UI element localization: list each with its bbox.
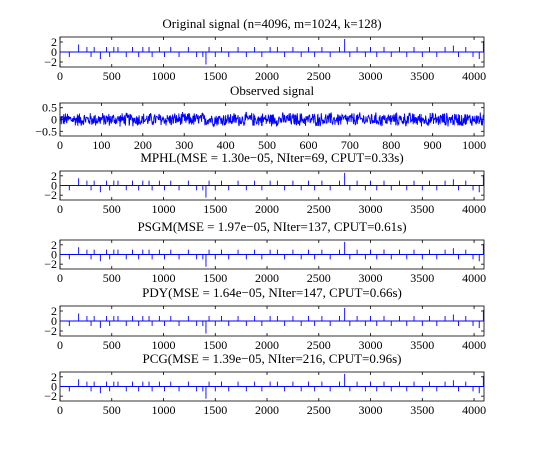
signal-line [60, 39, 484, 65]
y-tick-label: −2 [44, 55, 57, 69]
y-tick-label: 0 [51, 113, 57, 127]
y-tick-label: −2 [44, 257, 57, 271]
x-tick-label: 500 [103, 69, 121, 83]
x-tick-label: 2000 [255, 202, 279, 216]
signal-line [60, 241, 484, 267]
y-tick-label: 0 [51, 45, 57, 59]
panel-title: PSGM(MSE = 1.97e−05, NIter=137, CPUT=0.6… [137, 219, 406, 234]
x-tick-label: 100 [92, 138, 110, 152]
y-tick-label: 0 [51, 380, 57, 394]
x-tick-label: 800 [382, 138, 400, 152]
x-tick-label: 500 [103, 338, 121, 352]
x-tick-label: 3000 [359, 202, 383, 216]
x-tick-label: 500 [258, 138, 276, 152]
x-tick-label: 2500 [307, 69, 331, 83]
x-tick-label: 500 [103, 202, 121, 216]
x-tick-label: 1000 [152, 271, 176, 285]
x-tick-label: 1000 [462, 138, 486, 152]
x-tick-label: 1000 [152, 69, 176, 83]
x-tick-label: 2500 [307, 403, 331, 417]
y-tick-label: 2 [51, 238, 57, 252]
x-tick-label: 3500 [410, 69, 434, 83]
x-tick-label: 4000 [462, 338, 486, 352]
panel-title: MPHL(MSE = 1.30e−05, NIter=69, CPUT=0.33… [140, 150, 403, 165]
x-tick-label: 400 [217, 138, 235, 152]
x-tick-label: 3500 [410, 338, 434, 352]
x-tick-label: 0 [57, 403, 63, 417]
x-tick-label: 2500 [307, 202, 331, 216]
x-tick-label: 3000 [359, 403, 383, 417]
x-tick-label: 600 [299, 138, 317, 152]
x-tick-label: 3500 [410, 271, 434, 285]
x-tick-label: 1500 [203, 69, 227, 83]
x-tick-label: 500 [103, 403, 121, 417]
y-tick-label: 2 [51, 169, 57, 183]
x-tick-label: 3000 [359, 271, 383, 285]
y-tick-label: 2 [51, 35, 57, 49]
x-tick-label: 700 [341, 138, 359, 152]
y-tick-label: −2 [44, 324, 57, 338]
x-tick-label: 2000 [255, 338, 279, 352]
signal-line [60, 172, 484, 198]
x-tick-label: 1000 [152, 202, 176, 216]
y-tick-label: 0 [51, 179, 57, 193]
x-tick-label: 1000 [152, 403, 176, 417]
panel-title: Original signal (n=4096, m=1024, k=128) [162, 16, 381, 31]
x-tick-label: 3000 [359, 338, 383, 352]
y-tick-label: 2 [51, 370, 57, 384]
x-tick-label: 3500 [410, 202, 434, 216]
x-tick-label: 0 [57, 69, 63, 83]
x-tick-label: 500 [103, 271, 121, 285]
x-tick-label: 0 [57, 338, 63, 352]
x-tick-label: 0 [57, 138, 63, 152]
x-tick-label: 3000 [359, 69, 383, 83]
x-tick-label: 1500 [203, 338, 227, 352]
x-tick-label: 1500 [203, 271, 227, 285]
x-tick-label: 4000 [462, 69, 486, 83]
x-tick-label: 2000 [255, 69, 279, 83]
x-tick-label: 200 [134, 138, 152, 152]
y-tick-label: 0 [51, 314, 57, 328]
x-tick-label: 3500 [410, 403, 434, 417]
x-tick-label: 0 [57, 271, 63, 285]
x-tick-label: 300 [175, 138, 193, 152]
y-tick-label: −0.5 [35, 124, 57, 138]
panel-title: PDY(MSE = 1.64e−05, NIter=147, CPUT=0.66… [142, 285, 402, 300]
x-tick-label: 0 [57, 202, 63, 216]
y-tick-label: 0 [51, 248, 57, 262]
y-tick-label: −2 [44, 389, 57, 403]
y-tick-label: 2 [51, 304, 57, 318]
signal-line [59, 111, 484, 128]
x-tick-label: 2000 [255, 271, 279, 285]
y-tick-label: −2 [44, 188, 57, 202]
x-tick-label: 4000 [462, 403, 486, 417]
x-tick-label: 1500 [203, 403, 227, 417]
x-tick-label: 1500 [203, 202, 227, 216]
x-tick-label: 2000 [255, 403, 279, 417]
signal-line [60, 308, 484, 334]
x-tick-label: 4000 [462, 271, 486, 285]
x-tick-label: 4000 [462, 202, 486, 216]
x-tick-label: 900 [424, 138, 442, 152]
x-tick-label: 2500 [307, 271, 331, 285]
panel-title: PCG(MSE = 1.39e−05, NIter=216, CPUT=0.96… [143, 351, 402, 366]
y-tick-label: 0.5 [42, 101, 57, 115]
panel-title: Observed signal [230, 83, 315, 98]
x-tick-label: 1000 [152, 338, 176, 352]
signal-line [60, 373, 484, 399]
x-tick-label: 2500 [307, 338, 331, 352]
